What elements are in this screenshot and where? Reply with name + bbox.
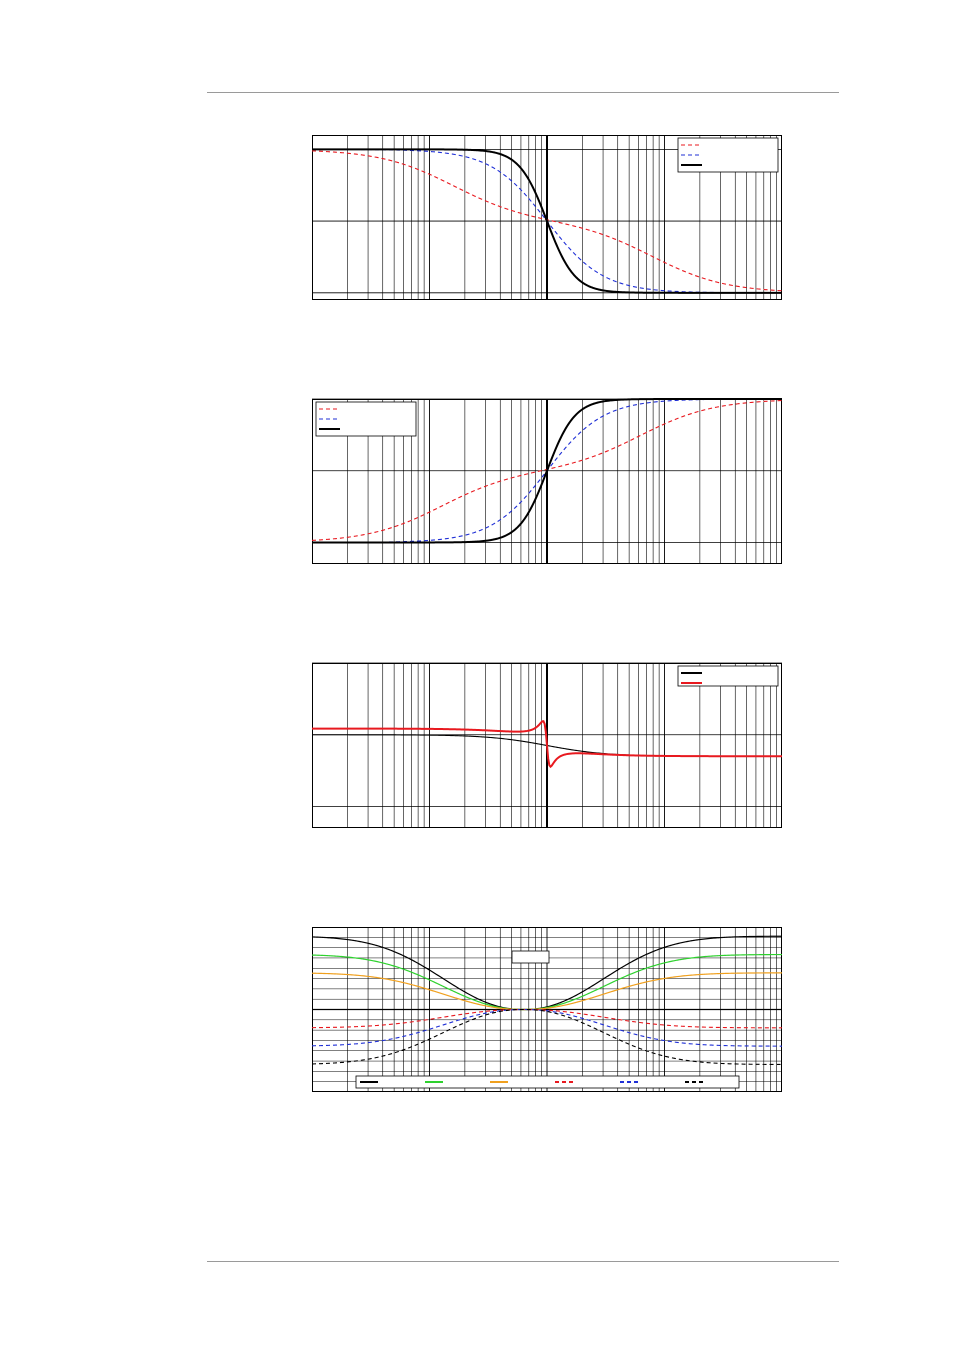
legend-box <box>677 137 779 173</box>
series-line-1 <box>312 720 782 769</box>
legend <box>315 401 417 437</box>
legend <box>677 665 779 687</box>
series-line-2 <box>312 148 782 294</box>
series-line-5 <box>311 1008 783 1066</box>
series-line-0 <box>311 935 783 1011</box>
legend-box <box>315 401 417 437</box>
annotation-box <box>511 950 550 964</box>
sigmoid-rising-chart <box>311 398 783 564</box>
x-gridlines <box>347 663 777 828</box>
x-gridlines <box>347 399 777 564</box>
series-line-3 <box>311 1008 782 1029</box>
legend-box <box>355 1075 740 1089</box>
header-rule <box>207 92 839 93</box>
legend <box>355 1075 740 1089</box>
notch-family-chart <box>311 927 783 1092</box>
footer-rule <box>207 1261 839 1262</box>
series-line-2 <box>312 398 782 544</box>
legend <box>677 137 779 173</box>
series-line-2 <box>311 972 782 1011</box>
sigmoid-falling-chart <box>311 135 783 300</box>
series-line-4 <box>311 1008 782 1047</box>
resonance-chart <box>312 662 782 828</box>
x-gridlines <box>347 135 777 300</box>
series-line-1 <box>311 953 783 1011</box>
legend-box <box>677 665 779 687</box>
